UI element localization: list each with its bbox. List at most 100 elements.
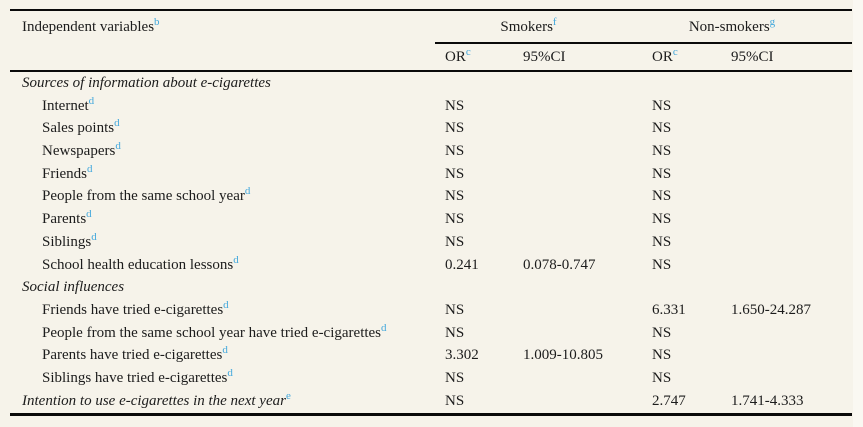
- row-label-cell: People from the same school yeard: [10, 185, 445, 205]
- nonsmokers-or-value: 6.331: [652, 302, 686, 319]
- group-label: Smokers: [500, 19, 553, 35]
- nonsmokers-or-value: NS: [652, 120, 672, 137]
- row-label-cell: People from the same school year have tr…: [10, 321, 445, 342]
- ci-label: 95%CI: [731, 48, 774, 65]
- table-body: Sources of information about e-cigarette…: [10, 72, 852, 416]
- table-row: Friendsd NS NS: [10, 163, 852, 186]
- row-label: Parents have tried e-cigarettes: [42, 347, 223, 364]
- row-label-cell: Parentsd: [10, 208, 445, 228]
- or-label: OR: [652, 48, 673, 65]
- nonsmokers-or-value: NS: [652, 188, 672, 205]
- table-row: Parentsd NS NS: [10, 208, 852, 231]
- row-label: Siblings: [42, 233, 92, 250]
- row-label: Friends: [42, 165, 87, 182]
- row-label: Parents: [42, 211, 87, 228]
- col-header-independent-variables: Independent variablesb: [10, 17, 445, 36]
- footnote-marker: d: [114, 117, 120, 130]
- table-header-row-groups: Independent variablesb Smokersf Non-smok…: [10, 9, 852, 44]
- footnote-marker-g: g: [769, 16, 776, 28]
- row-label-cell: School health education lessonsd: [10, 253, 445, 274]
- footnote-marker-f: f: [552, 16, 557, 28]
- table-row: Siblings have tried e-cigarettesd NS NS: [10, 367, 852, 390]
- col-header-smokers-ci: 95%CI: [523, 49, 652, 66]
- nonsmokers-or-value: NS: [652, 370, 672, 387]
- footnote-marker: d: [223, 299, 229, 312]
- footnote-marker: d: [381, 321, 387, 334]
- table-row: School health education lessonsd 0.241 0…: [10, 254, 852, 277]
- footnote-marker: d: [244, 185, 251, 198]
- row-label-cell: Sources of information about e-cigarette…: [10, 75, 445, 92]
- table-row: People from the same school year have tr…: [10, 322, 852, 345]
- row-label: People from the same school year: [42, 188, 245, 205]
- row-label: People from the same school year have tr…: [42, 324, 382, 341]
- table-row: Internetd NS NS: [10, 95, 852, 118]
- footnote-marker: d: [91, 230, 97, 243]
- smokers-or-value: NS: [445, 97, 465, 114]
- nonsmokers-or-value: 2.747: [652, 392, 686, 409]
- row-label: Sources of information about e-cigarette…: [22, 74, 271, 91]
- smokers-or-value: NS: [445, 120, 465, 137]
- nonsmokers-or-value: NS: [652, 165, 672, 182]
- row-label-cell: Sales pointsd: [10, 117, 445, 137]
- col-header-label: Independent variables: [22, 19, 155, 35]
- footnote-marker-c: c: [672, 45, 678, 58]
- table-row: People from the same school yeard NS NS: [10, 186, 852, 209]
- col-group-nonsmokers: Non-smokersg: [652, 16, 852, 36]
- group-label: Non-smokers: [688, 19, 770, 35]
- smokers-or-value: NS: [445, 211, 465, 228]
- smokers-or-value: 0.241: [445, 256, 479, 273]
- nonsmokers-ci-value: 1.741-4.333: [731, 392, 804, 409]
- nonsmokers-or-value: NS: [652, 97, 672, 114]
- footnote-marker: d: [115, 140, 121, 153]
- row-label-cell: Internetd: [10, 94, 445, 115]
- smokers-or-value: NS: [445, 188, 465, 205]
- table-row: Social influences: [10, 276, 852, 299]
- footnote-marker: d: [222, 344, 228, 357]
- row-label: Siblings have tried e-cigarettes: [42, 370, 228, 387]
- smokers-or-value: NS: [445, 143, 465, 160]
- smokers-or-value: NS: [445, 165, 465, 182]
- smokers-or-value: NS: [445, 302, 465, 319]
- smokers-or-value: NS: [445, 233, 465, 250]
- nonsmokers-or-value: NS: [652, 143, 672, 160]
- page-margin: [853, 0, 863, 427]
- table-row: Newspapersd NS NS: [10, 140, 852, 163]
- smokers-or-value: NS: [445, 370, 465, 387]
- row-label-cell: Parents have tried e-cigarettesd: [10, 344, 445, 364]
- row-label: Sales points: [42, 120, 115, 137]
- row-label-cell: Siblingsd: [10, 230, 445, 251]
- nonsmokers-or-value: NS: [652, 347, 672, 364]
- row-label: Intention to use e-cigarettes in the nex…: [22, 392, 286, 409]
- col-header-nonsmokers-or: ORc: [652, 45, 731, 66]
- table-row: Intention to use e-cigarettes in the nex…: [10, 390, 852, 413]
- nonsmokers-or-value: NS: [652, 324, 672, 341]
- row-label-cell: Friendsd: [10, 163, 445, 183]
- row-label: Newspapers: [42, 143, 116, 160]
- row-label: Friends have tried e-cigarettes: [42, 302, 224, 319]
- nonsmokers-or-value: NS: [652, 211, 672, 228]
- col-header-smokers-or: ORc: [445, 45, 523, 66]
- table-row: Parents have tried e-cigarettesd 3.302 1…: [10, 345, 852, 368]
- footnote-marker: d: [233, 253, 239, 266]
- nonsmokers-or-value: NS: [652, 256, 672, 273]
- row-label-cell: Siblings have tried e-cigarettesd: [10, 368, 445, 387]
- smokers-or-value: NS: [445, 324, 465, 341]
- footnote-marker: d: [88, 94, 95, 107]
- footnote-marker-c: c: [465, 45, 471, 58]
- or-label: OR: [445, 48, 466, 65]
- ci-label: 95%CI: [523, 48, 566, 65]
- smokers-ci-value: 0.078-0.747: [523, 256, 596, 273]
- footnote-marker: d: [86, 208, 92, 221]
- row-label-cell: Intention to use e-cigarettes in the nex…: [10, 389, 445, 410]
- nonsmokers-or-value: NS: [652, 233, 672, 250]
- nonsmokers-ci-value: 1.650-24.287: [731, 302, 811, 319]
- table-row: Friends have tried e-cigarettesd NS 6.33…: [10, 299, 852, 322]
- row-label-cell: Friends have tried e-cigarettesd: [10, 299, 445, 319]
- table-row: Siblingsd NS NS: [10, 231, 852, 254]
- row-label-cell: Social influences: [10, 279, 445, 296]
- col-header-nonsmokers-ci: 95%CI: [731, 49, 852, 66]
- col-group-smokers: Smokersf: [445, 16, 652, 36]
- table-row: Sales pointsd NS NS: [10, 117, 852, 140]
- footnote-marker: e: [285, 389, 291, 402]
